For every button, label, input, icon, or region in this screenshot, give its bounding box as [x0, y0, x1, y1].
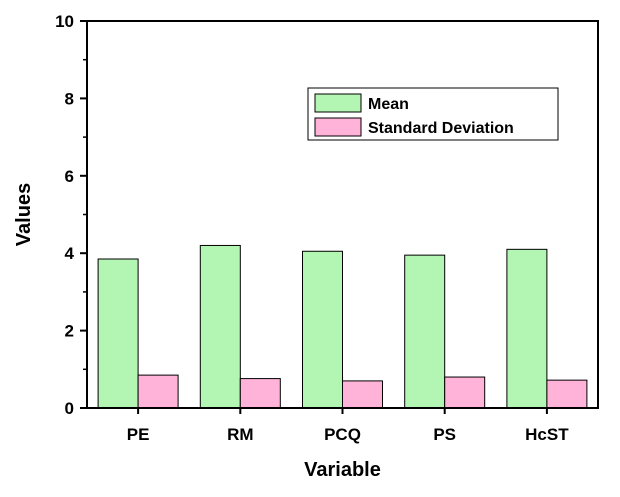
x-tick-label: PS [433, 425, 456, 444]
y-axis: 0 2 4 6 8 10 [55, 12, 87, 418]
bar-standard-deviation-rm [239, 378, 281, 409]
x-axis: PE RM PCQ PS HcST [127, 408, 569, 444]
y-tick-label: 2 [65, 322, 74, 341]
bar-mean-hcst [506, 248, 548, 409]
bar-mean-pe [97, 258, 139, 409]
legend: Mean Standard Deviation [307, 87, 559, 141]
x-tick-label: PE [127, 425, 150, 444]
bar-mean-pcq [302, 250, 343, 409]
y-axis-title: Values [13, 183, 35, 246]
bar-standard-deviation-pe [137, 374, 179, 409]
legend-swatch [314, 117, 362, 137]
legend-label: Standard Deviation [368, 120, 514, 137]
x-tick-label: PCQ [324, 425, 361, 444]
x-axis-title: Variable [304, 459, 381, 481]
y-tick-label: 4 [65, 244, 75, 263]
legend-swatch [314, 93, 362, 113]
x-tick-label: HcST [525, 425, 569, 444]
bar-standard-deviation-hcst [546, 379, 588, 409]
y-tick-label: 0 [65, 399, 74, 418]
y-tick-label: 6 [65, 167, 74, 186]
y-tick-label: 8 [65, 89, 74, 108]
bar-layer [97, 244, 588, 409]
bar-standard-deviation-pcq [342, 380, 383, 409]
bar-mean-ps [404, 254, 446, 409]
bar-standard-deviation-ps [444, 376, 486, 409]
bar-mean-rm [199, 244, 241, 409]
y-tick-label: 10 [55, 12, 74, 31]
x-tick-label: RM [227, 425, 253, 444]
legend-label: Mean [368, 96, 409, 113]
